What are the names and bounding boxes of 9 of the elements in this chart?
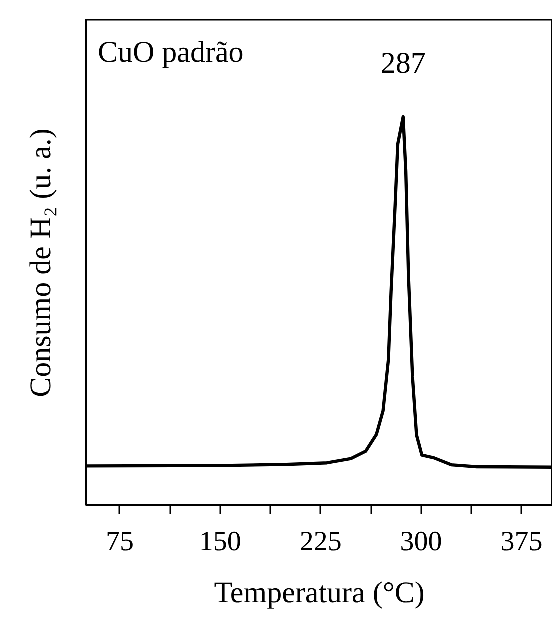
x-tick-label: 300 bbox=[400, 526, 442, 558]
x-tick-label: 75 bbox=[106, 526, 134, 558]
annotation: 287 bbox=[380, 47, 426, 80]
x-axis-title: Temperatura (°C) bbox=[214, 576, 425, 610]
y-axis-title: Consumo de H₂ (u. a.) bbox=[24, 128, 58, 398]
x-tick-label: 375 bbox=[500, 526, 543, 558]
x-tick-label: 150 bbox=[199, 526, 242, 558]
x-tick-label: 225 bbox=[300, 526, 342, 558]
text: CuO padrão bbox=[98, 36, 244, 69]
